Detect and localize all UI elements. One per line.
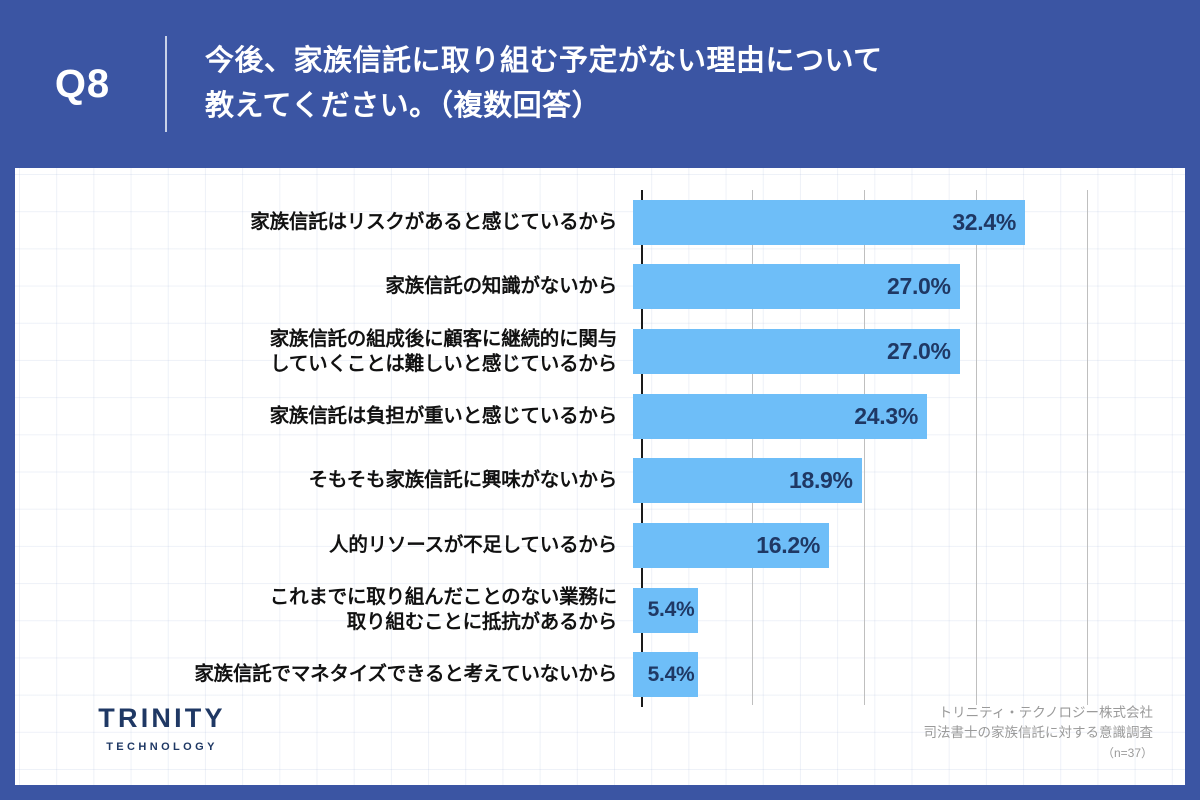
chart-bar[interactable]: 27.0%: [633, 264, 960, 310]
chart-bar-value: 27.0%: [886, 338, 951, 365]
chart-bar-track: 18.9%: [631, 449, 1185, 514]
chart-category-label: 家族信託の知識がないから: [385, 275, 617, 298]
chart-bar[interactable]: 18.9%: [633, 458, 862, 504]
chart-bar-row: 家族信託の知識がないから 27.0%: [15, 255, 1185, 320]
source-credit: トリニティ・テクノロジー株式会社 司法書士の家族信託に対する意識調査 （n=37…: [924, 703, 1154, 763]
chart-bar-row: 家族信託の組成後に顧客に継続的に関与 していくことは難しいと感じているから 27.…: [15, 319, 1185, 384]
chart-bar-track: 32.4%: [631, 190, 1185, 255]
chart-bar-row: 人的リソースが不足しているから 16.2%: [15, 513, 1185, 578]
logo-tagline: TECHNOLOGY: [106, 741, 218, 753]
chart-bar-value: 5.4%: [647, 662, 695, 686]
chart-bar[interactable]: 27.0%: [633, 329, 960, 375]
credit-survey-name: 司法書士の家族信託に対する意識調査: [923, 725, 1154, 741]
question-title: 今後、家族信託に取り組む予定がない理由について 教えてください。（複数回答）: [167, 39, 923, 129]
question-title-line-1: 今後、家族信託に取り組む予定がない理由について: [205, 45, 883, 78]
chart-bar-row: そもそも家族信託に興味がないから 18.9%: [15, 449, 1185, 514]
chart-bar[interactable]: 32.4%: [633, 199, 1026, 245]
chart-bar-track: 5.4%: [631, 578, 1185, 643]
chart-category-label: 人的リソースが不足しているから: [329, 533, 617, 556]
logo-wordmark: TRINITY: [98, 703, 226, 734]
chart-bar-track: 5.4%: [631, 642, 1185, 707]
chart-category-label: 家族信託はリスクがあると感じているから: [250, 210, 617, 233]
chart-gridline: [752, 190, 754, 705]
chart-gridline: [976, 190, 978, 705]
chart-category-label: 家族信託の組成後に顧客に継続的に関与 していくことは難しいと感じているから: [269, 327, 618, 375]
chart-bar-value: 5.4%: [647, 598, 695, 622]
chart-bar-value: 32.4%: [952, 208, 1017, 235]
chart-bar[interactable]: 5.4%: [633, 587, 699, 633]
chart-bar-rows: 家族信託はリスクがあると感じているから 32.4% 家族信託の知識がないから 27.0…: [15, 190, 1185, 707]
chart-category-label: 家族信託は負担が重いと感じているから: [269, 404, 618, 427]
chart-gridline: [863, 190, 865, 705]
chart-bar-row: 家族信託でマネタイズできると考えていないから 5.4%: [15, 642, 1185, 707]
chart-bar-track: 16.2%: [631, 513, 1185, 578]
chart-category-label: そもそも家族信託に興味がないから: [308, 469, 618, 492]
credit-sample-size: （n=37）: [1101, 746, 1153, 761]
chart-gridline: [1087, 190, 1089, 705]
chart-bar-value: 24.3%: [854, 402, 919, 429]
chart-category-label: 家族信託でマネタイズできると考えていないから: [194, 663, 617, 686]
chart-bar[interactable]: 5.4%: [633, 652, 699, 698]
question-header: Q8 今後、家族信託に取り組む予定がない理由について 教えてください。（複数回答…: [0, 0, 1200, 168]
chart-bar-row: 家族信託はリスクがあると感じているから 32.4%: [15, 190, 1185, 255]
chart-category-label: これまでに取り組んだことのない業務に 取り組むことに抵抗があるから: [269, 586, 617, 634]
chart-card: 家族信託はリスクがあると感じているから 32.4% 家族信託の知識がないから 27.0…: [15, 168, 1185, 785]
question-number: Q8: [54, 61, 111, 106]
credit-company-name: トリニティ・テクノロジー株式会社: [938, 704, 1153, 720]
chart-bar-value: 18.9%: [788, 467, 853, 494]
chart-bar-value: 16.2%: [756, 531, 821, 558]
chart-bar-value: 27.0%: [886, 273, 951, 300]
header-divider: [165, 36, 167, 132]
chart-bar[interactable]: 24.3%: [633, 393, 928, 439]
chart-bar[interactable]: 16.2%: [633, 522, 830, 568]
chart-bar-track: 27.0%: [631, 255, 1185, 320]
chart-bar-row: 家族信託は負担が重いと感じているから 24.3%: [15, 384, 1185, 449]
chart-axis-line: [641, 190, 643, 707]
question-title-line-2: 教えてください。（複数回答）: [205, 90, 602, 122]
chart-bar-row: これまでに取り組んだことのない業務に 取り組むことに抵抗があるから 5.4%: [15, 578, 1185, 643]
chart-plot-area: 家族信託はリスクがあると感じているから 32.4% 家族信託の知識がないから 27.0…: [15, 168, 1185, 785]
chart-bar-track: 27.0%: [631, 319, 1185, 384]
chart-bar-track: 24.3%: [631, 384, 1185, 449]
company-logo: TRINITY TECHNOLOGY: [57, 704, 267, 753]
